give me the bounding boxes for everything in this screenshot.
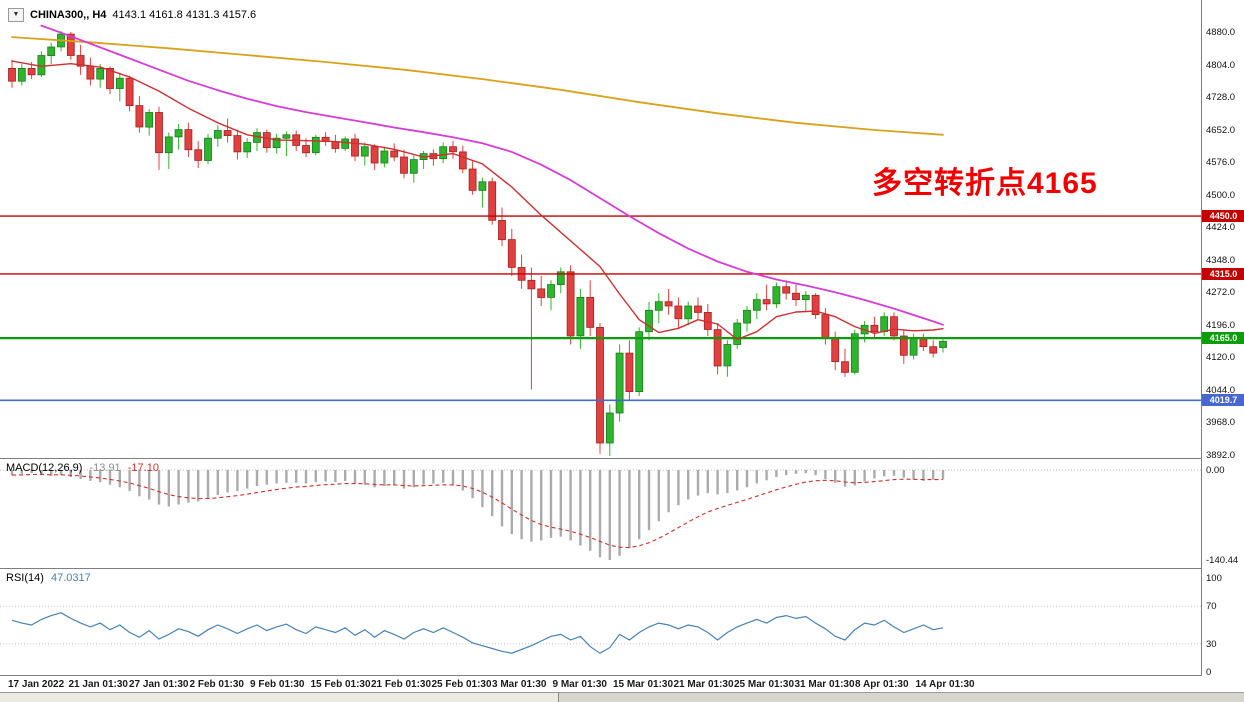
time-tick-label: 9 Feb 01:30 (250, 679, 305, 690)
time-tick-label: 17 Jan 2022 (8, 679, 65, 690)
annotation-text: 多空转折点4165 (872, 167, 1098, 200)
axis-tick-label: 0 (1206, 667, 1212, 678)
price-line-badge: 4165.0 (1202, 332, 1244, 345)
price-axis[interactable]: 4880.0 4804.0 4728.0 4652.0 4576.0 4500.0 4424… (1201, 0, 1244, 678)
time-tick-label: 25 Feb 01:30 (431, 679, 492, 690)
scrollbar-thumb[interactable] (0, 693, 559, 702)
chart-ohlc-header: ▼ CHINA300,, H4 4143.1 4161.8 4131.3 415… (8, 8, 256, 22)
axis-tick-label: 30 (1206, 638, 1217, 650)
axis-tick-label: 4880.0 (1206, 27, 1236, 38)
axis-tick-label: 4348.0 (1206, 254, 1236, 266)
axis-tick-label: 4272.0 (1206, 287, 1236, 299)
axis-tick-label: -140.44 (1206, 555, 1239, 566)
ohlc-values: 4143.1 4161.8 4131.3 4157.6 (112, 9, 257, 21)
symbol-timeframe-label: CHINA300,, H4 (30, 9, 107, 21)
time-tick-label: 27 Jan 01:30 (129, 679, 189, 690)
axis-tick-label: 70 (1206, 601, 1217, 613)
axis-tick-label: 4044.0 (1206, 384, 1236, 396)
main-chart-panel: ▼ CHINA300,, H4 4143.1 4161.8 4131.3 415… (0, 0, 1201, 459)
time-tick-label: 15 Mar 01:30 (613, 679, 674, 690)
axis-tick-label: 4576.0 (1206, 157, 1236, 169)
price-line-badge: 4019.7 (1202, 394, 1244, 407)
time-tick-label: 21 Feb 01:30 (371, 679, 432, 690)
time-tick-label: 21 Jan 01:30 (68, 679, 129, 690)
axis-tick-label: 4424.0 (1206, 222, 1236, 234)
symbol-dropdown-icon[interactable]: ▼ (8, 8, 24, 22)
macd-main-value: -13.91 (89, 462, 121, 474)
time-tick-label: 9 Mar 01:30 (552, 679, 607, 690)
macd-title: MACD(12,26,9) (6, 462, 83, 474)
rsi-title: RSI(14) (6, 572, 44, 584)
axis-tick-label: 4120.0 (1206, 352, 1236, 364)
axis-tick-label: 100 (1206, 573, 1222, 584)
axis-tick-label: 4804.0 (1206, 59, 1236, 71)
axis-tick-label: 3968.0 (1206, 417, 1236, 429)
macd-signal-value: -17.10 (127, 462, 159, 474)
macd-panel: MACD(12,26,9) -13.91 -17.10 (0, 459, 1201, 569)
macd-canvas[interactable] (0, 459, 1201, 568)
main-chart-canvas[interactable] (0, 0, 1201, 458)
time-axis[interactable]: 17 Jan 2022 21 Jan 01:30 27 Jan 01:30 2 Feb… (0, 676, 1244, 692)
axis-tick-label: 4652.0 (1206, 124, 1236, 136)
price-line-badge: 4315.0 (1202, 267, 1244, 280)
axis-tick-label: 4500.0 (1206, 189, 1236, 201)
time-tick-label: 2 Feb 01:30 (189, 679, 244, 690)
time-tick-label: 8 Apr 01:30 (855, 679, 909, 690)
rsi-canvas[interactable] (0, 569, 1201, 675)
axis-tick-label: 4728.0 (1206, 92, 1236, 104)
time-tick-label: 25 Mar 01:30 (734, 679, 795, 690)
price-line-badge: 4450.0 (1202, 210, 1244, 223)
rsi-panel: RSI(14) 47.0317 (0, 569, 1201, 676)
axis-tick-label: 0.00 (1206, 465, 1225, 476)
axis-tick-label: 3892.0 (1206, 450, 1236, 461)
time-tick-label: 3 Mar 01:30 (492, 679, 547, 690)
time-tick-label: 15 Feb 01:30 (310, 679, 371, 690)
axis-tick-label: 4196.0 (1206, 319, 1236, 331)
time-tick-label: 31 Mar 01:30 (794, 679, 855, 690)
horizontal-scrollbar[interactable] (0, 692, 1244, 702)
time-tick-label: 21 Mar 01:30 (673, 679, 734, 690)
rsi-value: 47.0317 (50, 572, 91, 584)
rsi-header: RSI(14) 47.0317 (6, 572, 95, 584)
time-tick-label: 14 Apr 01:30 (915, 679, 975, 690)
macd-header: MACD(12,26,9) -13.91 -17.10 (6, 462, 163, 474)
